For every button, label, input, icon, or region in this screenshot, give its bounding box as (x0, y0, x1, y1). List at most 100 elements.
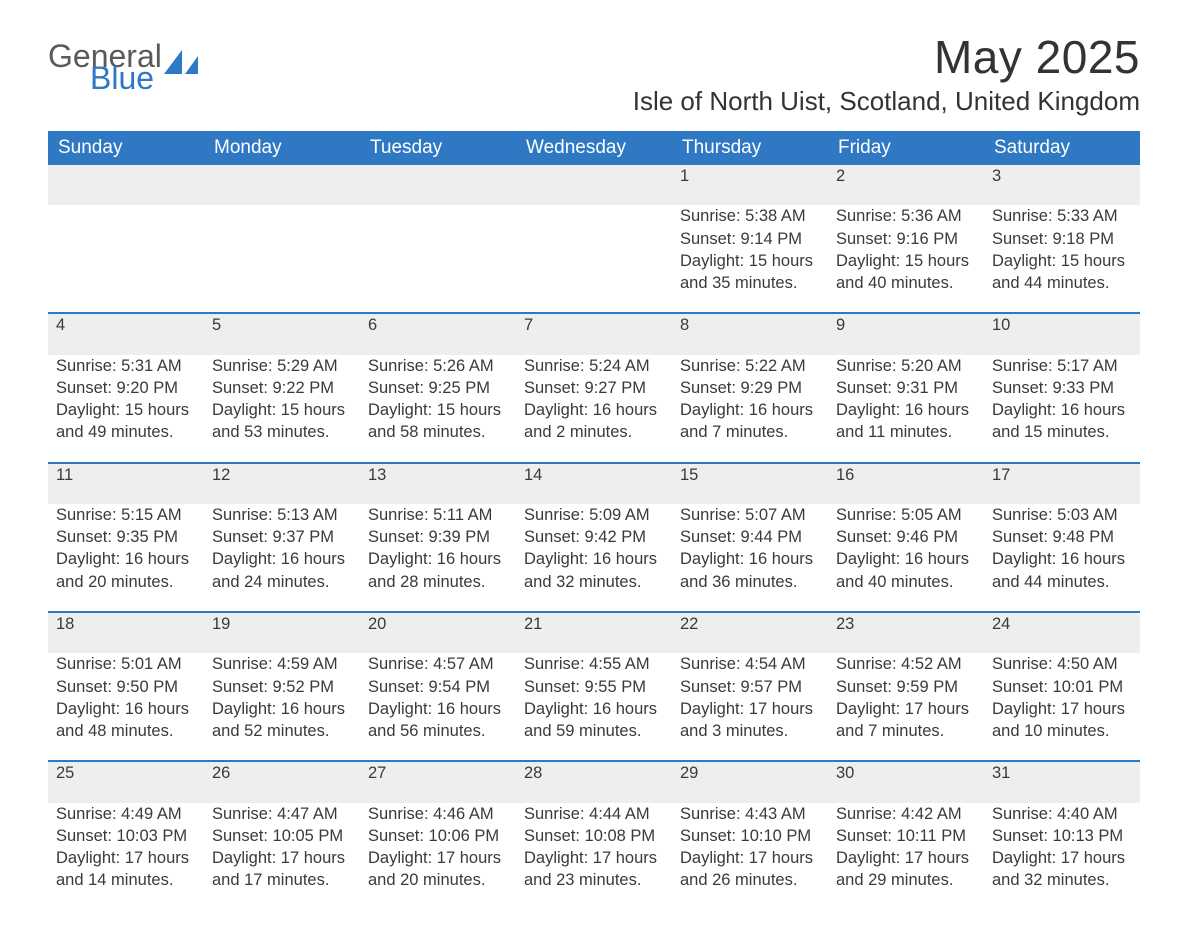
sunset-text: Sunset: 9:54 PM (368, 676, 508, 698)
header-row: General Blue May 2025 Isle of North Uist… (48, 30, 1140, 129)
day-detail-cell: Sunrise: 5:26 AMSunset: 9:25 PMDaylight:… (360, 355, 516, 463)
day-detail-cell (516, 205, 672, 313)
sunset-text: Sunset: 9:33 PM (992, 377, 1132, 399)
brand-logo: General Blue (48, 30, 202, 85)
day-header: Wednesday (516, 131, 672, 165)
day-number-cell: 16 (828, 463, 984, 504)
sunrise-text: Sunrise: 5:22 AM (680, 355, 820, 377)
daylight-text: Daylight: 15 hours and 35 minutes. (680, 250, 820, 295)
daynum-row: 11121314151617 (48, 463, 1140, 504)
sunset-text: Sunset: 10:11 PM (836, 825, 976, 847)
sunrise-text: Sunrise: 5:01 AM (56, 653, 196, 675)
day-detail-cell: Sunrise: 5:07 AMSunset: 9:44 PMDaylight:… (672, 504, 828, 612)
daylight-text: Daylight: 15 hours and 40 minutes. (836, 250, 976, 295)
day-detail-cell: Sunrise: 5:05 AMSunset: 9:46 PMDaylight:… (828, 504, 984, 612)
day-number-cell: 9 (828, 313, 984, 354)
sunset-text: Sunset: 9:39 PM (368, 526, 508, 548)
daylight-text: Daylight: 15 hours and 53 minutes. (212, 399, 352, 444)
daylight-text: Daylight: 17 hours and 10 minutes. (992, 698, 1132, 743)
day-detail-cell: Sunrise: 5:22 AMSunset: 9:29 PMDaylight:… (672, 355, 828, 463)
daylight-text: Daylight: 16 hours and 48 minutes. (56, 698, 196, 743)
daylight-text: Daylight: 16 hours and 36 minutes. (680, 548, 820, 593)
day-detail-cell: Sunrise: 4:47 AMSunset: 10:05 PMDaylight… (204, 803, 360, 910)
daylight-text: Daylight: 16 hours and 2 minutes. (524, 399, 664, 444)
sunset-text: Sunset: 9:37 PM (212, 526, 352, 548)
sunrise-text: Sunrise: 4:57 AM (368, 653, 508, 675)
sunset-text: Sunset: 10:06 PM (368, 825, 508, 847)
day-detail-cell: Sunrise: 4:55 AMSunset: 9:55 PMDaylight:… (516, 653, 672, 761)
sunrise-text: Sunrise: 5:29 AM (212, 355, 352, 377)
sunrise-text: Sunrise: 4:42 AM (836, 803, 976, 825)
day-detail-cell: Sunrise: 4:44 AMSunset: 10:08 PMDaylight… (516, 803, 672, 910)
day-detail-cell: Sunrise: 5:20 AMSunset: 9:31 PMDaylight:… (828, 355, 984, 463)
sunset-text: Sunset: 9:25 PM (368, 377, 508, 399)
brand-word-blue: Blue (90, 64, 154, 93)
day-number-cell: 2 (828, 165, 984, 205)
sunset-text: Sunset: 9:16 PM (836, 228, 976, 250)
daylight-text: Daylight: 16 hours and 20 minutes. (56, 548, 196, 593)
sunset-text: Sunset: 10:10 PM (680, 825, 820, 847)
day-number-cell: 31 (984, 761, 1140, 802)
day-detail-cell: Sunrise: 4:49 AMSunset: 10:03 PMDaylight… (48, 803, 204, 910)
sunset-text: Sunset: 9:29 PM (680, 377, 820, 399)
day-detail-cell: Sunrise: 5:09 AMSunset: 9:42 PMDaylight:… (516, 504, 672, 612)
sunset-text: Sunset: 10:01 PM (992, 676, 1132, 698)
sunrise-text: Sunrise: 4:40 AM (992, 803, 1132, 825)
day-number-cell: 8 (672, 313, 828, 354)
day-number-cell: 11 (48, 463, 204, 504)
day-header: Sunday (48, 131, 204, 165)
sunrise-text: Sunrise: 5:03 AM (992, 504, 1132, 526)
sunrise-text: Sunrise: 5:05 AM (836, 504, 976, 526)
daylight-text: Daylight: 17 hours and 26 minutes. (680, 847, 820, 892)
day-detail-cell: Sunrise: 5:38 AMSunset: 9:14 PMDaylight:… (672, 205, 828, 313)
day-detail-row: Sunrise: 5:38 AMSunset: 9:14 PMDaylight:… (48, 205, 1140, 313)
daynum-row: 18192021222324 (48, 612, 1140, 653)
day-number-cell: 23 (828, 612, 984, 653)
day-detail-row: Sunrise: 5:01 AMSunset: 9:50 PMDaylight:… (48, 653, 1140, 761)
day-number-cell: 21 (516, 612, 672, 653)
day-detail-cell: Sunrise: 5:29 AMSunset: 9:22 PMDaylight:… (204, 355, 360, 463)
day-number-cell: 6 (360, 313, 516, 354)
daylight-text: Daylight: 17 hours and 14 minutes. (56, 847, 196, 892)
daylight-text: Daylight: 16 hours and 59 minutes. (524, 698, 664, 743)
day-number-cell: 4 (48, 313, 204, 354)
sunset-text: Sunset: 9:44 PM (680, 526, 820, 548)
sunset-text: Sunset: 10:03 PM (56, 825, 196, 847)
day-number-cell: 27 (360, 761, 516, 802)
sunrise-text: Sunrise: 4:54 AM (680, 653, 820, 675)
daylight-text: Daylight: 16 hours and 11 minutes. (836, 399, 976, 444)
daylight-text: Daylight: 16 hours and 56 minutes. (368, 698, 508, 743)
day-number-cell: 20 (360, 612, 516, 653)
day-number-cell: 13 (360, 463, 516, 504)
day-detail-cell: Sunrise: 4:59 AMSunset: 9:52 PMDaylight:… (204, 653, 360, 761)
sunrise-text: Sunrise: 5:11 AM (368, 504, 508, 526)
day-detail-cell (360, 205, 516, 313)
day-number-cell: 22 (672, 612, 828, 653)
day-detail-cell: Sunrise: 5:33 AMSunset: 9:18 PMDaylight:… (984, 205, 1140, 313)
sunrise-text: Sunrise: 5:31 AM (56, 355, 196, 377)
sunrise-text: Sunrise: 4:50 AM (992, 653, 1132, 675)
title-block: May 2025 Isle of North Uist, Scotland, U… (633, 30, 1140, 129)
sunset-text: Sunset: 9:57 PM (680, 676, 820, 698)
calendar-table: SundayMondayTuesdayWednesdayThursdayFrid… (48, 131, 1140, 910)
day-detail-cell: Sunrise: 5:11 AMSunset: 9:39 PMDaylight:… (360, 504, 516, 612)
sunrise-text: Sunrise: 5:26 AM (368, 355, 508, 377)
day-detail-cell: Sunrise: 5:13 AMSunset: 9:37 PMDaylight:… (204, 504, 360, 612)
day-detail-cell: Sunrise: 4:54 AMSunset: 9:57 PMDaylight:… (672, 653, 828, 761)
sunset-text: Sunset: 10:08 PM (524, 825, 664, 847)
calendar-header: SundayMondayTuesdayWednesdayThursdayFrid… (48, 131, 1140, 165)
day-number-cell: 10 (984, 313, 1140, 354)
day-detail-cell (204, 205, 360, 313)
day-detail-cell: Sunrise: 4:42 AMSunset: 10:11 PMDaylight… (828, 803, 984, 910)
sunset-text: Sunset: 9:52 PM (212, 676, 352, 698)
calendar-body: 123Sunrise: 5:38 AMSunset: 9:14 PMDaylig… (48, 165, 1140, 910)
day-number-cell (516, 165, 672, 205)
sunrise-text: Sunrise: 5:15 AM (56, 504, 196, 526)
sunset-text: Sunset: 9:20 PM (56, 377, 196, 399)
month-title: May 2025 (633, 30, 1140, 84)
day-detail-cell: Sunrise: 5:03 AMSunset: 9:48 PMDaylight:… (984, 504, 1140, 612)
daynum-row: 45678910 (48, 313, 1140, 354)
day-detail-cell: Sunrise: 4:40 AMSunset: 10:13 PMDaylight… (984, 803, 1140, 910)
day-number-cell: 15 (672, 463, 828, 504)
sunrise-text: Sunrise: 5:17 AM (992, 355, 1132, 377)
